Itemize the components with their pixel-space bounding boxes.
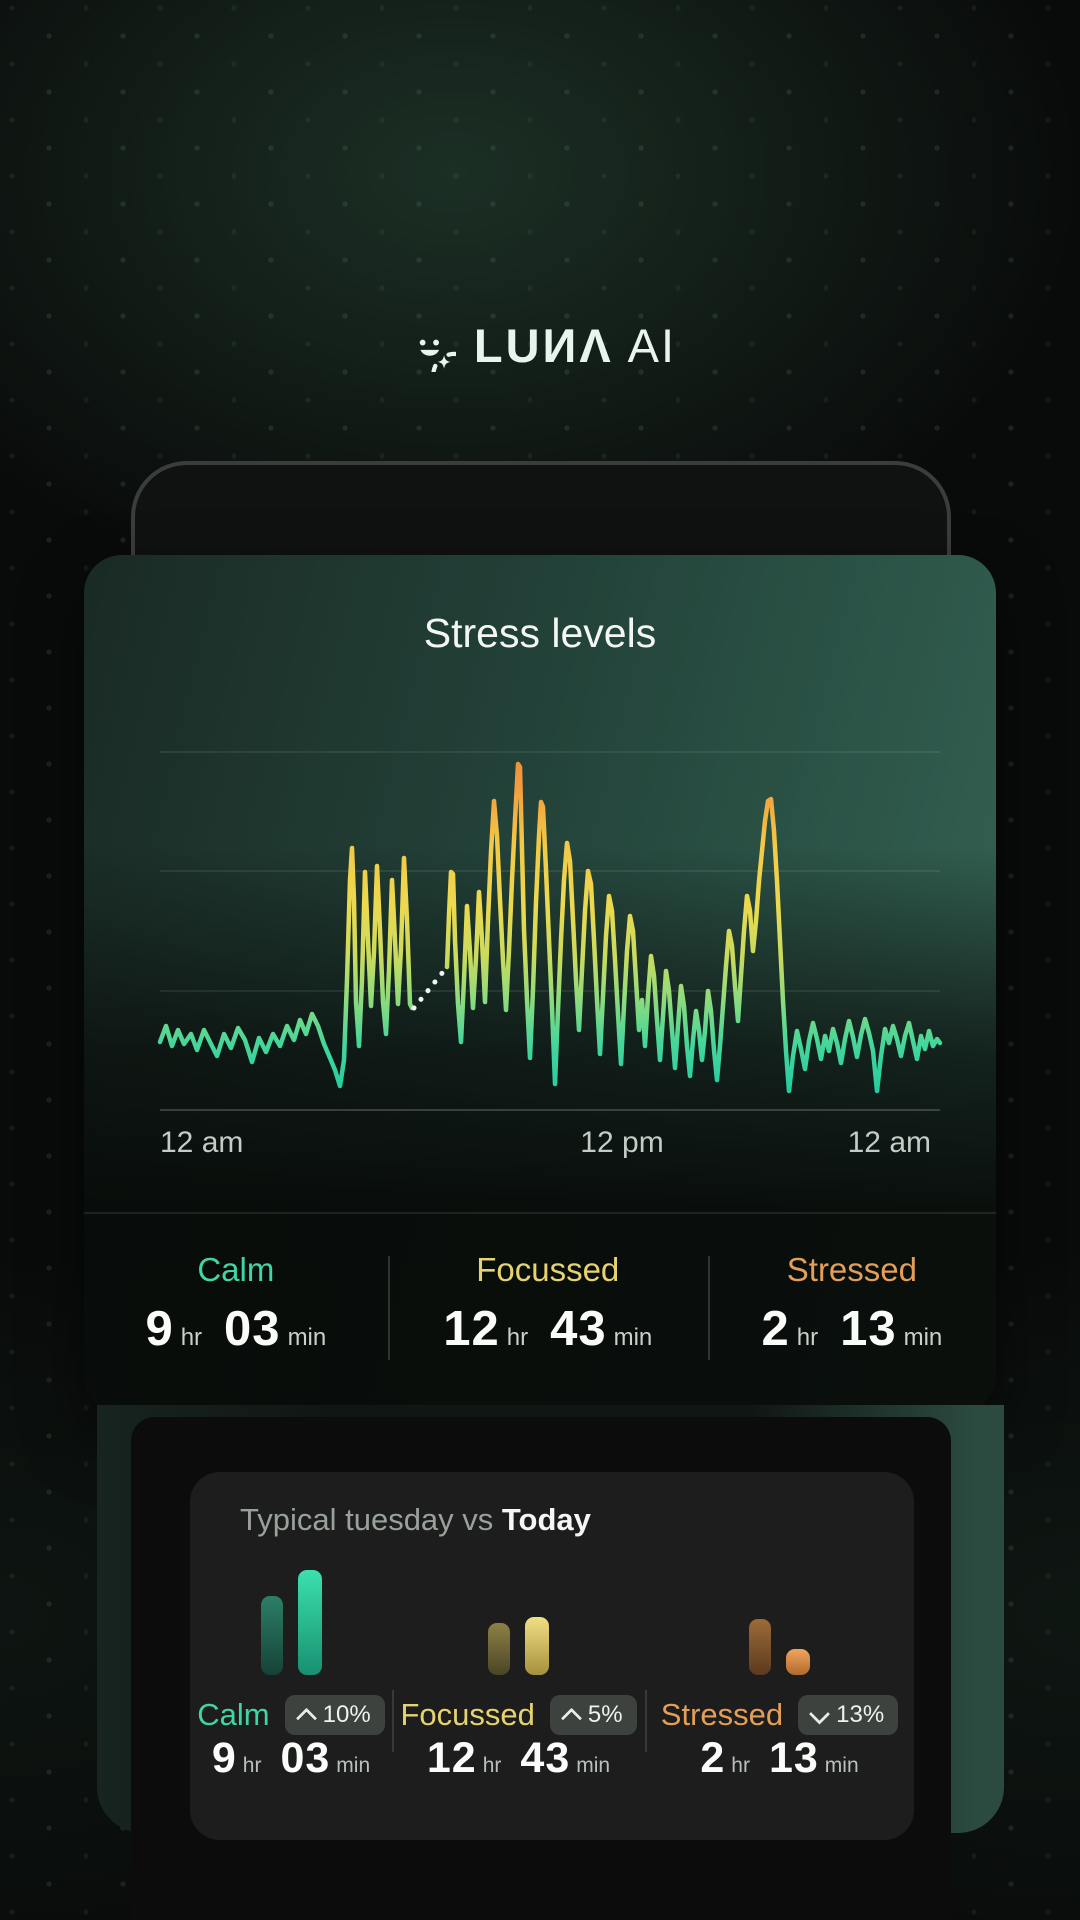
trend-down-icon (809, 1702, 831, 1725)
stressed-cmp-hours: 2 (700, 1734, 726, 1782)
smiley-sparkle-icon (419, 339, 456, 372)
x-axis-label-12am-left: 12 am (160, 1126, 244, 1159)
stats-vertical-divider-2 (708, 1256, 710, 1360)
logo-primary: LUИΛ (473, 319, 614, 372)
calm-min-unit: min (287, 1324, 327, 1351)
calm-today-bar (297, 1570, 322, 1675)
focussed-minutes: 43 (550, 1302, 607, 1356)
focussed-hours: 12 (443, 1302, 500, 1356)
stats-vertical-divider-1 (388, 1256, 390, 1360)
calm-trend-badge: 10% (284, 1695, 385, 1735)
stressed-cmp-minutes: 13 (768, 1734, 819, 1782)
calm-typical-bar (260, 1596, 283, 1675)
comparison-card[interactable]: Typical tuesday vs Today Calm 10% 9 hr (190, 1472, 914, 1840)
focussed-min-unit: min (613, 1324, 653, 1351)
calm-bars (190, 1570, 392, 1675)
stressed-hr-unit: hr (796, 1324, 819, 1351)
focussed-label-row: Focussed 5% (392, 1695, 645, 1735)
stressed-today-bar (786, 1649, 810, 1675)
stressed-compare-label: Stressed (660, 1697, 784, 1732)
focussed-delta: 5% (587, 1701, 623, 1728)
focussed-bars (392, 1617, 645, 1675)
focussed-hr-unit: hr (506, 1324, 529, 1351)
stress-line-segment-b (444, 761, 943, 1094)
stressed-bars (645, 1619, 914, 1675)
stressed-minutes: 13 (840, 1302, 897, 1356)
stat-stressed-time: 2 hr 13 min (761, 1301, 942, 1357)
app-logo-text: LUИΛ AI (474, 318, 676, 373)
x-axis-label-12am-right: 12 am (847, 1126, 931, 1159)
stress-stats-row: Calm 9 hr 03 min Focussed 12 hr 43 min (84, 1243, 996, 1373)
stressed-hours: 2 (761, 1302, 790, 1356)
stressed-trend-badge: 13% (798, 1695, 899, 1735)
focussed-typical-bar (488, 1623, 510, 1675)
focussed-compare-label: Focussed (400, 1697, 535, 1732)
stats-divider (84, 1212, 996, 1214)
logo-secondary: AI (627, 319, 677, 372)
comparison-vertical-divider-1 (392, 1690, 394, 1752)
stress-card-title: Stress levels (423, 610, 657, 656)
x-axis-label-12pm: 12 pm (580, 1126, 664, 1159)
calm-minutes: 03 (224, 1302, 281, 1356)
comparison-vertical-divider-2 (645, 1690, 647, 1752)
focussed-cmp-hours: 12 (426, 1734, 477, 1782)
stress-line-segment-a (157, 845, 415, 1089)
calm-cmp-min-unit: min (336, 1754, 371, 1777)
stress-levels-card[interactable]: Stress levels 12 am 12 pm 12 am Calm 9 h… (84, 555, 996, 1413)
calm-cmp-hr-unit: hr (242, 1754, 262, 1777)
stat-calm-time: 9 hr 03 min (145, 1301, 326, 1357)
stat-focussed: Focussed 12 hr 43 min (388, 1243, 708, 1373)
calm-hours: 9 (145, 1302, 174, 1356)
stressed-delta: 13% (836, 1701, 885, 1728)
stat-calm-label: Calm (197, 1251, 275, 1288)
comparison-card-title: Typical tuesday vs Today (240, 1502, 591, 1538)
focussed-cmp-minutes: 43 (520, 1734, 571, 1782)
compare-group-calm: Calm 10% 9 hr 03 min (190, 1472, 392, 1840)
trend-up-icon (295, 1707, 317, 1729)
stat-stressed: Stressed 2 hr 13 min (708, 1243, 996, 1373)
stress-line-gap-dotted (411, 964, 450, 1011)
stressed-label-row: Stressed 13% (645, 1695, 914, 1735)
calm-label-row: Calm 10% (190, 1695, 392, 1735)
stressed-compare-time: 2 hr 13 min (645, 1734, 914, 1783)
calm-compare-time: 9 hr 03 min (190, 1734, 392, 1783)
focussed-today-bar (525, 1617, 549, 1675)
comparison-title-muted: Typical tuesday vs (240, 1502, 494, 1537)
chart-gridlines (160, 751, 940, 1111)
compare-group-stressed: Stressed 13% 2 hr 13 min (645, 1472, 914, 1840)
trend-up-icon (560, 1707, 582, 1729)
stat-focussed-time: 12 hr 43 min (443, 1301, 652, 1357)
compare-group-focussed: Focussed 5% 12 hr 43 min (392, 1472, 645, 1840)
stat-stressed-label: Stressed (786, 1251, 917, 1288)
calm-compare-label: Calm (197, 1697, 270, 1732)
calm-delta: 10% (322, 1701, 371, 1728)
focussed-trend-badge: 5% (549, 1695, 637, 1735)
stressed-min-unit: min (903, 1324, 943, 1351)
stressed-cmp-hr-unit: hr (731, 1754, 750, 1777)
focussed-compare-time: 12 hr 43 min (392, 1734, 645, 1783)
focussed-cmp-hr-unit: hr (482, 1754, 502, 1777)
stressed-typical-bar (749, 1619, 771, 1675)
calm-cmp-minutes: 03 (280, 1734, 331, 1782)
stat-calm: Calm 9 hr 03 min (84, 1243, 388, 1373)
stressed-cmp-min-unit: min (824, 1754, 859, 1777)
focussed-cmp-min-unit: min (576, 1754, 611, 1777)
app-logo: LUИΛ AI (0, 318, 1080, 373)
stress-line-chart[interactable] (84, 555, 996, 1413)
calm-cmp-hours: 9 (211, 1734, 237, 1782)
stat-focussed-label: Focussed (476, 1251, 620, 1288)
comparison-title-strong: Today (501, 1502, 591, 1537)
calm-hr-unit: hr (180, 1324, 203, 1351)
